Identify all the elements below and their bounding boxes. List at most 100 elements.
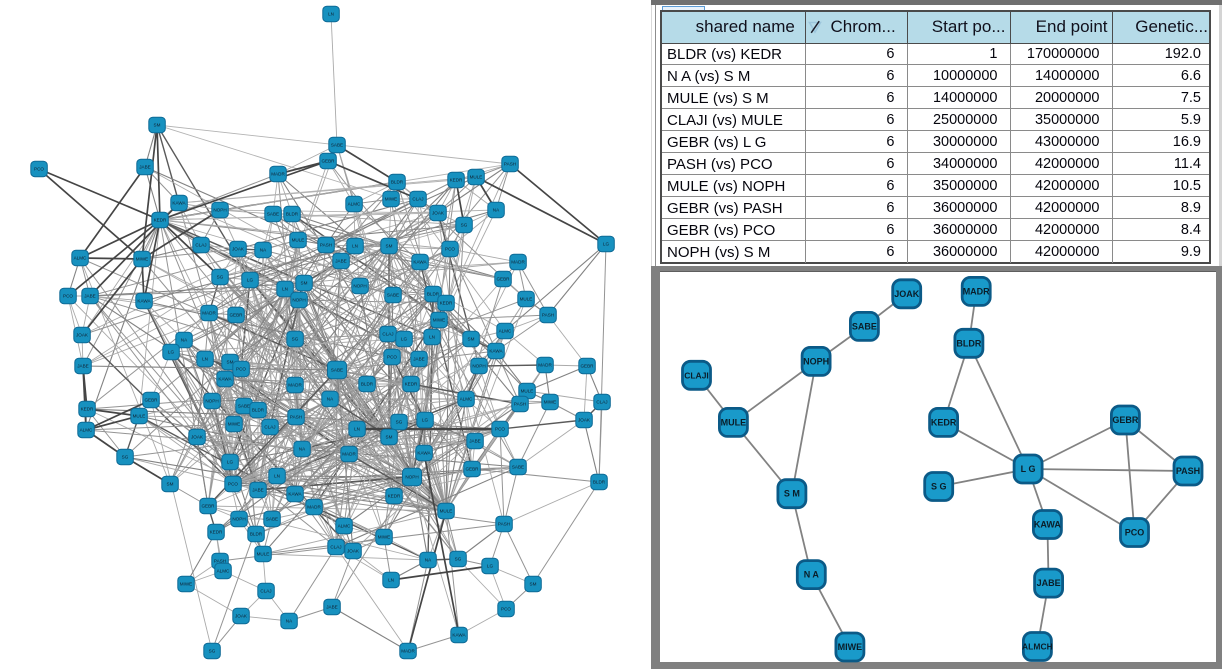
svg-text:PCO: PCO: [1125, 528, 1145, 538]
svg-text:KAWA: KAWA: [413, 260, 427, 265]
svg-text:LG: LG: [487, 564, 494, 569]
svg-text:SABE: SABE: [387, 293, 399, 298]
svg-text:LG: LG: [227, 460, 234, 465]
svg-text:MADR: MADR: [202, 311, 216, 316]
svg-text:MIWE: MIWE: [180, 582, 193, 587]
svg-text:JOAK: JOAK: [232, 247, 245, 252]
svg-text:JOAK: JOAK: [894, 289, 920, 299]
svg-text:JABE: JABE: [469, 439, 481, 444]
svg-text:SM: SM: [167, 482, 174, 487]
svg-text:SM: SM: [227, 360, 234, 365]
svg-text:MIWE: MIWE: [433, 318, 446, 323]
svg-text:NOPH: NOPH: [472, 364, 485, 369]
svg-text:JABE: JABE: [252, 488, 264, 493]
svg-text:LN: LN: [354, 427, 360, 432]
svg-text:MADR: MADR: [288, 383, 302, 388]
svg-text:SABE: SABE: [266, 517, 278, 522]
svg-text:LN: LN: [429, 335, 435, 340]
svg-text:PCO: PCO: [445, 247, 455, 252]
svg-text:BLDR: BLDR: [286, 212, 299, 217]
svg-text:PCO: PCO: [387, 355, 397, 360]
svg-text:PCO: PCO: [63, 294, 73, 299]
svg-text:MADR: MADR: [538, 363, 552, 368]
svg-text:PASH: PASH: [320, 243, 332, 248]
svg-text:MULE: MULE: [721, 417, 747, 427]
svg-text:LN: LN: [352, 244, 358, 249]
svg-text:KAWA: KAWA: [288, 492, 302, 497]
svg-text:GEBR: GEBR: [496, 277, 510, 282]
svg-text:BLDR: BLDR: [593, 480, 606, 485]
svg-text:CLAJI: CLAJI: [684, 370, 709, 380]
svg-text:KEDR: KEDR: [154, 218, 167, 223]
svg-text:ALMC: ALMC: [499, 329, 512, 334]
svg-text:JOAK: JOAK: [578, 418, 591, 423]
svg-text:SABE: SABE: [512, 465, 524, 470]
svg-text:JOAK: JOAK: [235, 614, 248, 619]
svg-text:SABE: SABE: [852, 321, 877, 331]
svg-text:LG: LG: [247, 278, 254, 283]
svg-text:LN: LN: [328, 12, 334, 17]
svg-text:BLDR: BLDR: [250, 532, 263, 537]
svg-text:KAWA: KAWA: [417, 451, 431, 456]
svg-text:CLAJ: CLAJ: [264, 425, 275, 430]
svg-text:KAWA: KAWA: [489, 349, 503, 354]
svg-text:GEBR: GEBR: [580, 364, 594, 369]
svg-text:JABE: JABE: [413, 357, 425, 362]
svg-text:ALMC: ALMC: [80, 428, 93, 433]
svg-text:PCO: PCO: [501, 607, 511, 612]
svg-text:JOAK: JOAK: [76, 333, 89, 338]
svg-text:SABE: SABE: [238, 404, 250, 409]
svg-text:GEBR: GEBR: [321, 159, 335, 164]
svg-text:LG: LG: [422, 418, 429, 423]
svg-text:NOPH: NOPH: [205, 399, 218, 404]
svg-text:MIWE: MIWE: [228, 422, 241, 427]
svg-text:KEDR: KEDR: [388, 494, 401, 499]
svg-text:BLDR: BLDR: [956, 338, 981, 348]
svg-text:PASH: PASH: [514, 402, 526, 407]
svg-text:MULE: MULE: [133, 414, 146, 419]
svg-text:PASH: PASH: [542, 313, 554, 318]
svg-text:CLAJ: CLAJ: [412, 197, 423, 202]
svg-text:MULE: MULE: [292, 238, 305, 243]
svg-text:NOPH: NOPH: [232, 517, 245, 522]
svg-text:JOAK: JOAK: [432, 211, 445, 216]
svg-text:SM: SM: [301, 281, 308, 286]
svg-text:LG: LG: [168, 350, 175, 355]
svg-text:NOPH: NOPH: [405, 475, 418, 480]
svg-text:BLDR: BLDR: [361, 382, 374, 387]
svg-text:MADR: MADR: [963, 286, 990, 296]
svg-text:L G: L G: [1021, 464, 1036, 474]
svg-text:SG: SG: [455, 557, 462, 562]
svg-text:NA: NA: [181, 338, 188, 343]
svg-text:GEBR: GEBR: [144, 398, 158, 403]
svg-text:JABE: JABE: [1037, 578, 1061, 588]
svg-text:PASH: PASH: [1176, 466, 1200, 476]
svg-text:NA: NA: [327, 397, 334, 402]
svg-text:GEBR: GEBR: [229, 313, 243, 318]
svg-text:SG: SG: [461, 223, 468, 228]
svg-text:NOPH: NOPH: [353, 284, 366, 289]
svg-text:ALMC: ALMC: [74, 256, 87, 261]
svg-text:MULE: MULE: [257, 552, 270, 557]
svg-text:KEDR: KEDR: [450, 178, 463, 183]
svg-text:GEBR: GEBR: [1112, 415, 1139, 425]
svg-text:PCO: PCO: [495, 427, 505, 432]
svg-text:MADR: MADR: [401, 649, 415, 654]
svg-text:KAWA: KAWA: [172, 201, 186, 206]
svg-text:LG: LG: [603, 242, 610, 247]
svg-text:JOAK: JOAK: [191, 435, 204, 440]
svg-text:MULE: MULE: [440, 509, 453, 514]
svg-text:NOPH: NOPH: [803, 356, 829, 366]
svg-text:SG: SG: [396, 420, 403, 425]
svg-text:LN: LN: [274, 474, 280, 479]
svg-text:SM: SM: [530, 582, 537, 587]
svg-text:ALMC: ALMC: [338, 524, 351, 529]
svg-text:MULE: MULE: [521, 389, 534, 394]
svg-text:BLDR: BLDR: [252, 408, 265, 413]
svg-text:MIWE: MIWE: [544, 400, 557, 405]
svg-text:N A: N A: [804, 570, 820, 580]
svg-text:PCO: PCO: [236, 367, 246, 372]
svg-text:LN: LN: [388, 578, 394, 583]
svg-text:JOAK: JOAK: [347, 549, 360, 554]
svg-text:PCO: PCO: [228, 482, 238, 487]
